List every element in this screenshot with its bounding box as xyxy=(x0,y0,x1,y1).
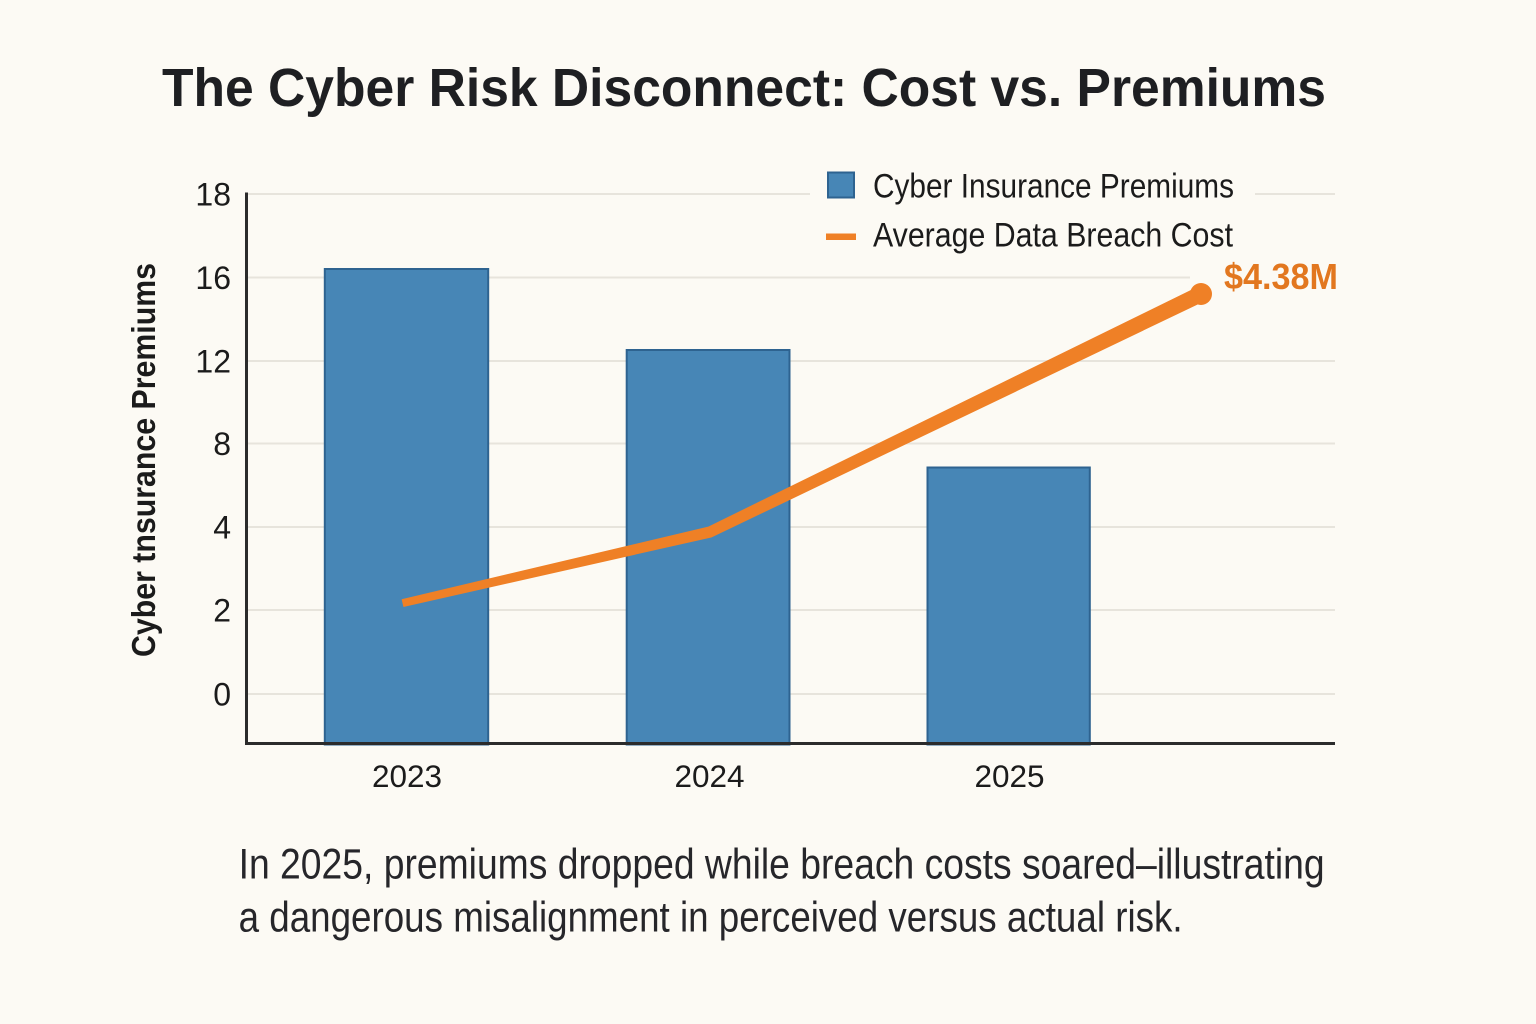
svg-text:8: 8 xyxy=(213,426,231,462)
svg-text:2025: 2025 xyxy=(974,758,1044,794)
svg-text:$4.38M: $4.38M xyxy=(1224,256,1338,297)
svg-text:18: 18 xyxy=(195,177,231,213)
svg-text:Cyber Insurance Premiums: Cyber Insurance Premiums xyxy=(873,168,1234,206)
svg-text:Cyber tnsurance Premiums: Cyber tnsurance Premiums xyxy=(125,263,162,657)
svg-text:2: 2 xyxy=(213,593,231,629)
svg-text:16: 16 xyxy=(195,260,231,296)
svg-text:2024: 2024 xyxy=(674,758,744,794)
svg-text:The Cyber Risk Disconnect: Cos: The Cyber Risk Disconnect: Cost vs. Prem… xyxy=(162,58,1326,118)
svg-text:4: 4 xyxy=(213,510,231,546)
svg-text:0: 0 xyxy=(213,677,231,713)
svg-text:Average Data Breach Cost: Average Data Breach Cost xyxy=(873,217,1233,255)
svg-text:2023: 2023 xyxy=(372,758,442,794)
svg-text:a dangerous misalignment in pe: a dangerous misalignment in perceived ve… xyxy=(239,894,1183,941)
svg-text:12: 12 xyxy=(195,344,231,380)
svg-text:In 2025, premiums dropped whil: In 2025, premiums dropped while breach c… xyxy=(239,841,1325,888)
